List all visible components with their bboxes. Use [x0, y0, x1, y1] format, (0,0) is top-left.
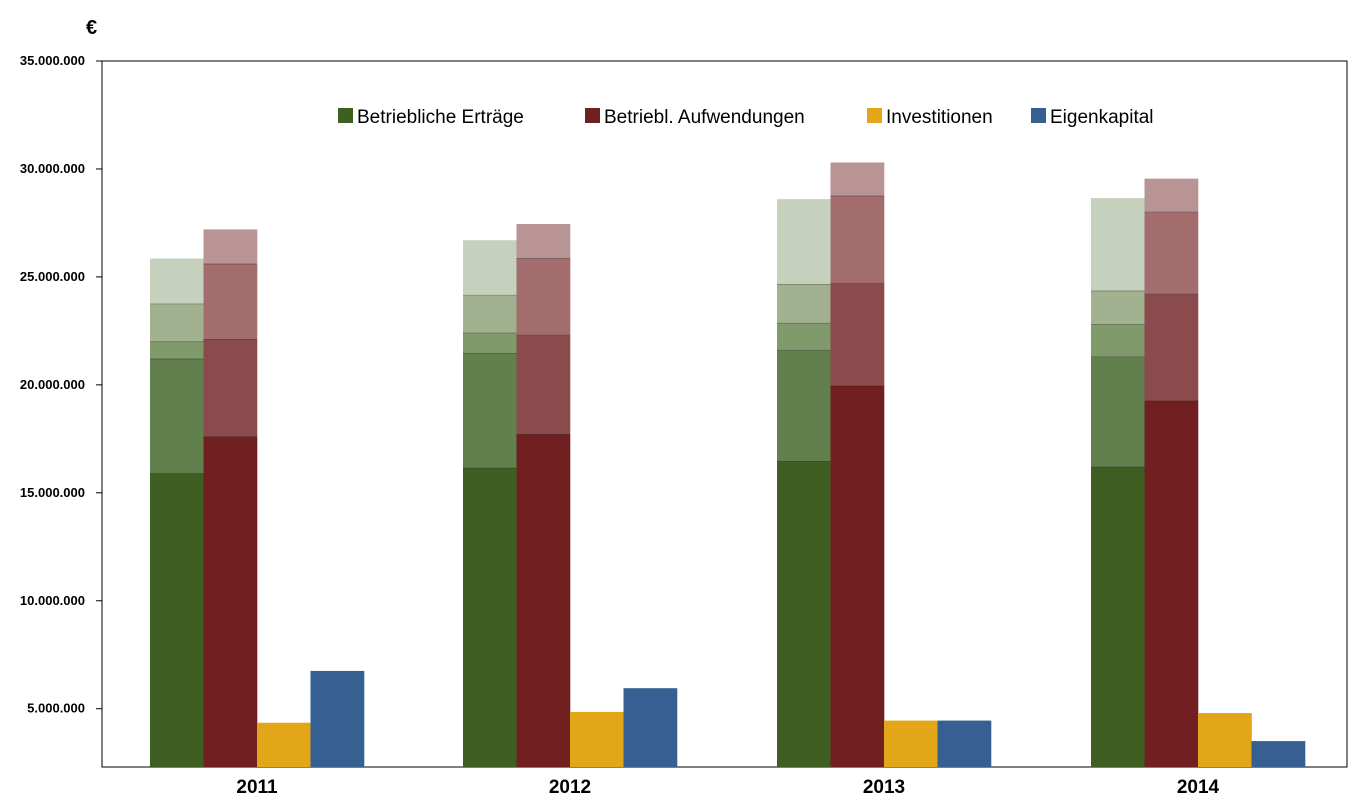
legend-label: Betriebliche Erträge — [357, 107, 524, 128]
bar-segment — [830, 283, 885, 386]
bar-segment — [203, 339, 258, 437]
bar-segment — [777, 461, 831, 767]
legend-swatch — [1031, 108, 1046, 123]
plot-area-frame — [101, 60, 1348, 768]
bar-segment — [1091, 356, 1145, 467]
bar-segment — [1144, 294, 1199, 402]
y-tick-label: 10.000.000 — [20, 593, 85, 608]
y-tick-label: 35.000.000 — [20, 53, 85, 68]
bar-segment — [516, 224, 571, 259]
y-tick-label: 5.000.000 — [27, 701, 85, 716]
bar-segment — [830, 162, 885, 196]
y-tick-label: 15.000.000 — [20, 485, 85, 500]
legend-label: Betriebl. Aufwendungen — [604, 107, 805, 128]
x-category-label: 2011 — [236, 777, 278, 798]
bar-segment — [463, 295, 517, 334]
bar-segment — [777, 199, 831, 285]
legend-swatch — [867, 108, 882, 123]
bar-segment — [516, 434, 571, 767]
bar-segment — [150, 303, 204, 342]
legend-swatch — [585, 108, 600, 123]
bar — [257, 722, 311, 767]
bar-segment — [777, 350, 831, 462]
bar — [1198, 713, 1252, 767]
y-tick-label: 30.000.000 — [20, 161, 85, 176]
bar-segment — [463, 333, 517, 354]
bar-segment — [150, 341, 204, 359]
bar-segment — [777, 284, 831, 324]
bar-segment — [150, 473, 204, 767]
bar-segment — [516, 258, 571, 336]
bar-segment — [830, 385, 885, 767]
bar-segment — [1091, 198, 1145, 291]
bar-segment — [203, 263, 258, 340]
x-category-label: 2012 — [549, 777, 591, 798]
legend-label: Investitionen — [886, 107, 993, 128]
bar-segment — [463, 467, 517, 767]
bar — [310, 670, 365, 767]
y-tick-label: 20.000.000 — [20, 377, 85, 392]
x-category-label: 2014 — [1177, 777, 1220, 798]
bar-segment — [777, 323, 831, 351]
bar-segment — [203, 436, 258, 767]
bar-segment — [1091, 466, 1145, 767]
bar — [1251, 741, 1306, 767]
bar-segment — [463, 240, 517, 296]
bar-segment — [1144, 401, 1199, 767]
bar-segment — [150, 358, 204, 474]
bar-segment — [516, 335, 571, 435]
bar-segment — [1144, 178, 1199, 213]
legend-label: Eigenkapital — [1050, 107, 1154, 128]
bar-segment — [203, 229, 258, 264]
y-unit-label: € — [86, 17, 97, 39]
bar-segment — [150, 258, 204, 304]
bar-segment — [1091, 324, 1145, 357]
bar-segment — [830, 195, 885, 284]
bar — [570, 711, 624, 767]
legend-swatch — [338, 108, 353, 123]
bar-segment — [1091, 290, 1145, 325]
bar — [937, 720, 992, 767]
bar-segment — [463, 353, 517, 468]
y-tick-label: 25.000.000 — [20, 269, 85, 284]
bar-segment — [1144, 212, 1199, 295]
bar — [884, 720, 938, 767]
x-category-label: 2013 — [863, 777, 905, 798]
bar — [623, 688, 678, 767]
